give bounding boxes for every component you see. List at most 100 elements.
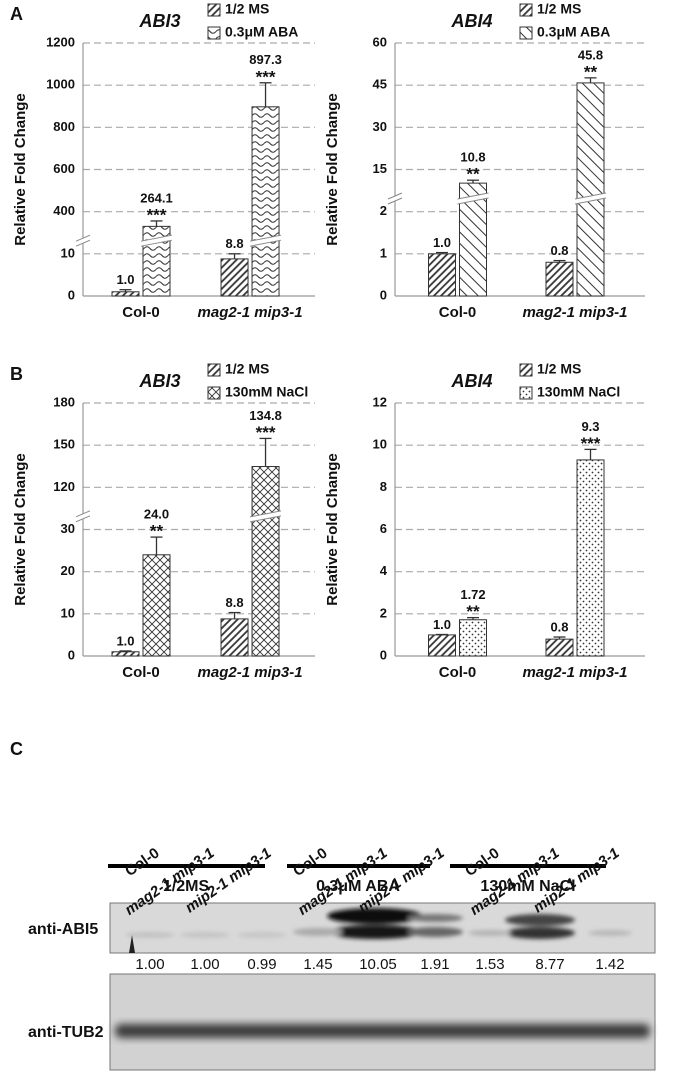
y-tick-label: 15 [373,161,387,176]
bar [220,258,249,297]
panel-label: A [10,4,23,24]
legend-swatch [519,3,533,17]
y-tick-label: 12 [373,394,387,409]
axis-break [75,239,91,247]
bar [576,82,605,297]
legend-swatch [207,363,221,377]
legend-label: 130mM NaCl [225,384,308,400]
x-tick-label: mag2-1 mip3-1 [198,664,303,681]
y-tick-label: 150 [53,437,75,452]
value-label: 0.8 [550,619,568,634]
quantification: 10.05 [359,956,397,973]
axis-break [250,510,282,522]
legend-label: 1/2 MS [225,361,269,377]
y-tick-label: 1 [380,245,387,260]
row-label: anti-ABI5 [28,921,98,938]
bar [545,638,574,657]
legend-label: 130mM NaCl [537,384,620,400]
bar [459,619,487,657]
bar [220,618,249,657]
y-tick-label: 30 [61,521,75,536]
value-label: 264.1 [140,190,173,205]
axis-break [250,235,282,247]
value-label: 134.8 [249,408,282,423]
chart-title: ABI3 [138,371,180,391]
x-tick-label: Col-0 [122,664,160,681]
quantification: 1.53 [475,956,504,973]
value-label: 8.8 [226,595,244,610]
significance: *** [256,67,276,86]
quantification: 1.00 [135,956,164,973]
y-tick-label: 180 [53,394,75,409]
blot-abi5 [109,902,656,954]
axis-break [574,197,607,205]
axis-break [457,197,489,205]
significance: ** [466,602,480,621]
axis-break [249,510,282,518]
legend-label: 1/2 MS [537,1,581,17]
value-label: 1.0 [116,272,134,287]
y-axis-label: Relative Fold Change [12,93,29,246]
y-tick-label: 2 [380,203,387,218]
axis-break [457,193,489,205]
row-label: anti-TUB2 [28,1024,104,1041]
treatment-label: 0.3μM ABA [316,878,400,895]
quantification: 1.45 [303,956,332,973]
value-label: 0.8 [550,243,568,258]
axis-break [388,193,402,205]
bar [111,291,140,297]
value-label: 10.8 [460,150,485,165]
y-tick-label: 0 [68,287,75,302]
x-tick-label: Col-0 [439,664,477,681]
significance: ** [466,165,480,184]
lane-label: Col-0 [290,845,330,880]
legend-label: 1/2 MS [537,361,581,377]
x-tick-label: Col-0 [122,304,160,321]
value-label: 1.0 [433,617,451,632]
significance: ** [584,62,598,81]
legend-swatch [519,26,533,40]
chart-title: ABI4 [450,11,492,31]
x-tick-label: Col-0 [439,304,477,321]
bar [545,261,574,297]
axis-break [249,239,282,247]
axis-break [575,193,606,205]
legend-swatch [207,26,221,40]
y-tick-label: 4 [380,563,388,578]
y-tick-label: 0 [380,647,387,662]
axis-break [76,235,90,247]
bar [111,651,140,657]
axis-break [249,234,282,242]
y-tick-label: 120 [53,479,75,494]
x-tick-label: mag2-1 mip3-1 [198,304,303,321]
y-tick-label: 800 [53,119,75,134]
panel-label: B [10,364,23,384]
y-tick-label: 45 [373,77,387,92]
quantification: 1.42 [595,956,624,973]
y-tick-label: 10 [61,245,75,260]
value-label: 9.3 [581,419,599,434]
blot-tub2 [109,973,656,1071]
value-label: 24.0 [144,507,169,522]
y-tick-label: 20 [61,563,75,578]
bar [251,466,280,657]
axis-break [140,239,173,247]
y-axis-label: Relative Fold Change [324,453,341,606]
chart-title: ABI3 [138,11,180,31]
y-tick-label: 30 [373,119,387,134]
legend-swatch [207,3,221,17]
legend-label: 0.3μM ABA [537,24,610,40]
quantification: 0.99 [247,956,276,973]
value-label: 45.8 [578,47,603,62]
quantification: 8.77 [535,956,564,973]
panel-label: C [10,739,23,759]
significance: ** [150,522,164,541]
legend-label: 1/2 MS [225,1,269,17]
axis-break [76,510,90,522]
y-tick-label: 10 [61,605,75,620]
y-tick-label: 8 [380,479,387,494]
axis-break [75,515,91,523]
x-tick-label: mag2-1 mip3-1 [522,304,627,321]
